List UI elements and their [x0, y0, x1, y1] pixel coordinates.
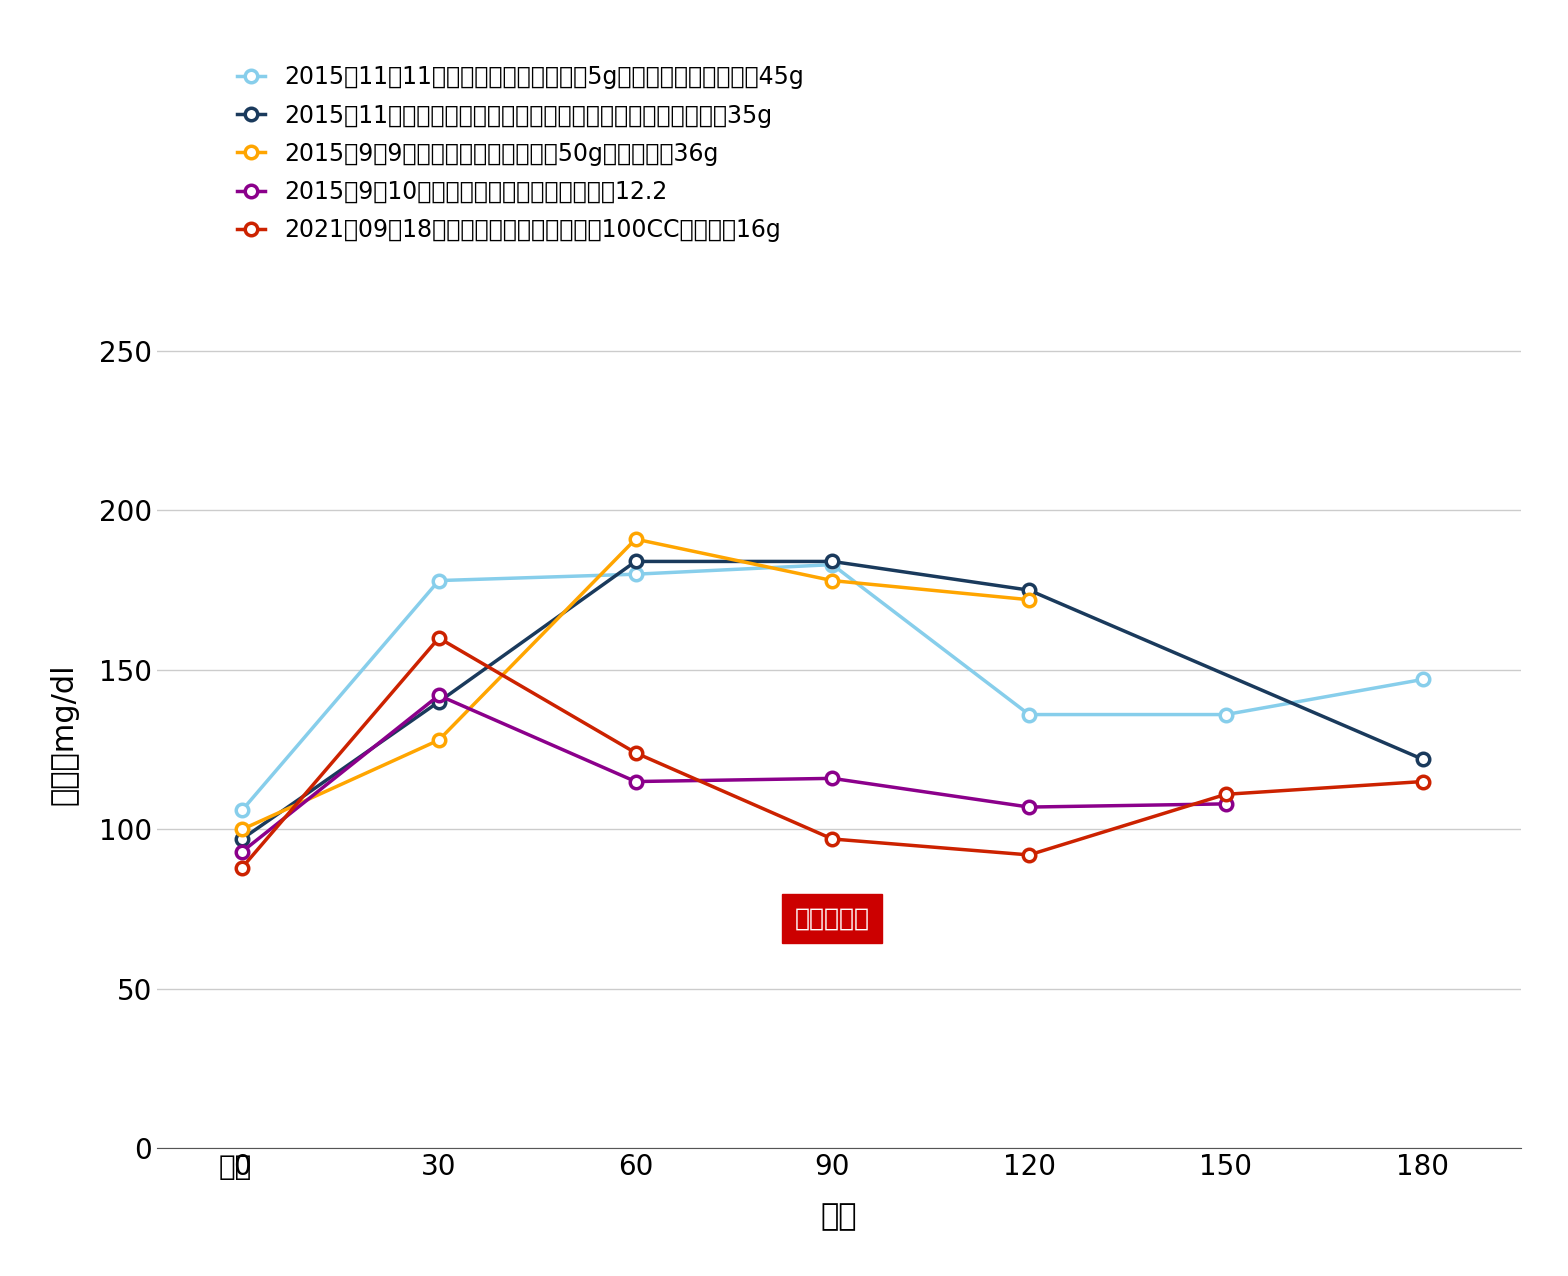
Y-axis label: 血糖値mg/dl: 血糖値mg/dl	[49, 664, 78, 804]
Text: 野菜スープ: 野菜スープ	[795, 907, 870, 930]
Legend: 2015年11月11日（水）　デキストリン5g＋お好み焼き　糖質量45g, 2015年11月１日（日）　ひやごはん（へるしごはん）　糖質量35g, 2015年9: 2015年11月11日（水） デキストリン5g＋お好み焼き 糖質量45g, 20…	[237, 65, 804, 242]
X-axis label: 時間: 時間	[820, 1202, 858, 1231]
